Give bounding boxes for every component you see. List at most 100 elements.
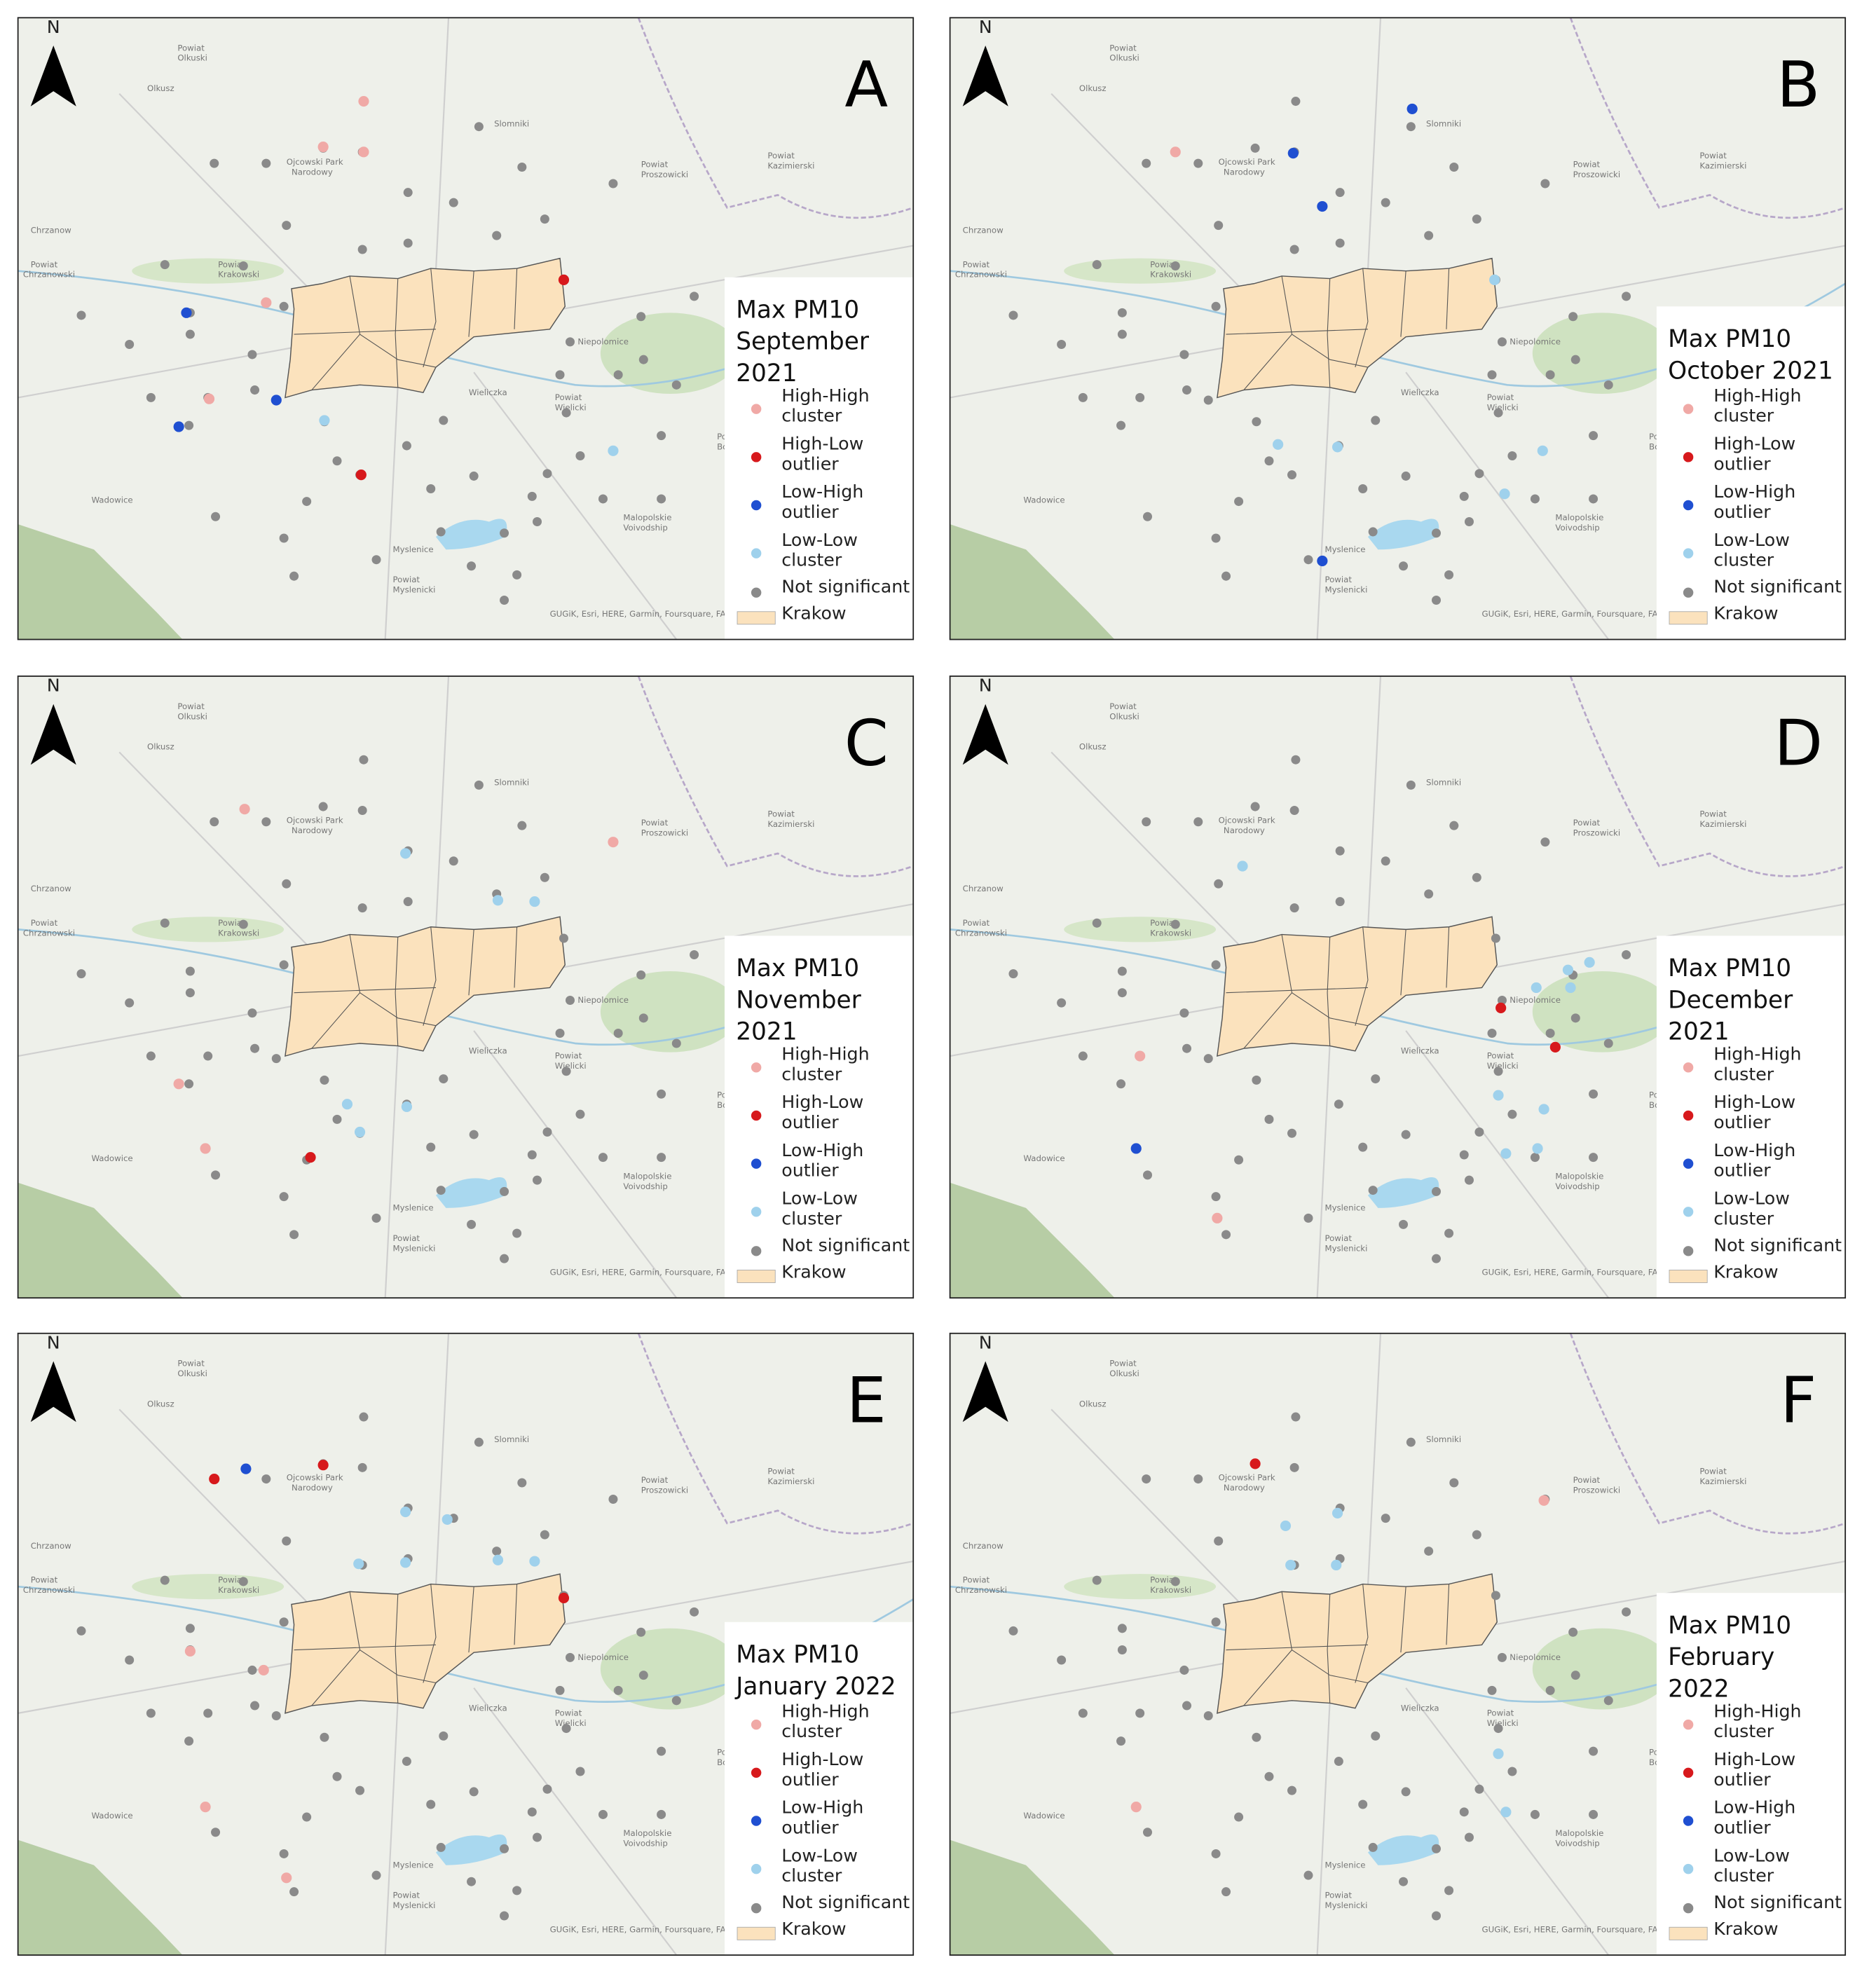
reservoir: [1367, 1834, 1439, 1865]
legend-title: October 2021: [1668, 357, 1833, 385]
legend-label: High-Low: [781, 433, 863, 453]
map-label: Chrzanowski: [955, 270, 1007, 280]
map-label: Voivodship: [623, 523, 667, 533]
station: [1431, 1911, 1442, 1921]
station: [1250, 1458, 1261, 1469]
map-label: Powiat: [641, 160, 669, 170]
station: [125, 1655, 135, 1665]
legend-symbol: [751, 1158, 762, 1169]
station: [1589, 1089, 1599, 1099]
map-label: Myslenice: [1324, 544, 1365, 554]
station: [184, 1736, 194, 1746]
map-label: Myslenicki: [1324, 1900, 1367, 1910]
station: [474, 1437, 484, 1447]
map-label: Chrzanow: [963, 225, 1004, 235]
legend-symbol: [737, 611, 776, 625]
map-label: Voivodship: [623, 1839, 667, 1849]
station: [426, 1800, 436, 1809]
forest: [1064, 917, 1217, 942]
map-label: Narodowy: [1224, 1483, 1265, 1493]
map-label: Myslenice: [393, 1202, 434, 1212]
station: [608, 1494, 618, 1504]
road: [1494, 245, 1846, 310]
station: [1211, 1849, 1221, 1858]
station: [1116, 1736, 1126, 1746]
station: [1507, 1767, 1517, 1776]
road: [1405, 1030, 1610, 1298]
station: [1142, 1170, 1153, 1180]
map-label: Malopolskie: [623, 1828, 671, 1838]
legend-label: cluster: [781, 1208, 842, 1228]
station: [1182, 1043, 1192, 1053]
legend-label: Low-Low: [781, 1845, 858, 1865]
station: [250, 1701, 260, 1711]
station: [1358, 484, 1368, 494]
map-label: Krakowski: [218, 1585, 259, 1595]
road: [473, 371, 678, 640]
legend-label: Krakow: [781, 603, 846, 624]
station: [318, 802, 328, 811]
station: [173, 421, 184, 432]
station: [1317, 200, 1328, 212]
map-label: Powiat: [31, 1575, 58, 1585]
station: [184, 1079, 194, 1089]
road: [434, 1333, 450, 1587]
station: [1211, 533, 1221, 543]
forest: [1064, 1574, 1217, 1600]
station: [1008, 969, 1018, 979]
map-label: Myslenice: [1324, 1860, 1365, 1870]
district-border: [1226, 987, 1368, 994]
station: [1287, 148, 1299, 159]
station: [261, 817, 271, 827]
legend-label: outlier: [781, 453, 839, 474]
station: [1170, 1577, 1180, 1586]
district-border: [1327, 937, 1331, 1046]
station: [1401, 1787, 1411, 1797]
attribution: GUGiK, Esri, HERE, Garmin, Foursquare, F…: [550, 609, 783, 619]
station: [1078, 392, 1088, 402]
station: [1537, 445, 1548, 456]
map-label: Wieliczka: [1401, 388, 1439, 397]
station: [1117, 308, 1127, 317]
station: [1464, 516, 1474, 526]
district-border: [1292, 334, 1369, 368]
station: [492, 1547, 502, 1556]
road: [1316, 385, 1331, 640]
station: [527, 491, 537, 501]
map-label: Powiat: [31, 918, 58, 928]
map-label: Slomniki: [1426, 119, 1461, 129]
map-label: Kazimierski: [767, 1476, 814, 1486]
station: [474, 780, 484, 790]
legend-symbol: [751, 452, 762, 462]
border: [1569, 18, 1846, 219]
district-border: [294, 987, 436, 994]
legend-title: January 2022: [734, 1673, 896, 1701]
station: [575, 451, 585, 461]
legend-symbol: [1683, 404, 1694, 414]
station: [1540, 837, 1550, 847]
legend-label: High-Low: [781, 1092, 863, 1112]
station: [1117, 966, 1127, 976]
station: [1406, 122, 1416, 132]
station: [332, 1771, 342, 1781]
station: [671, 380, 681, 390]
station: [1449, 1478, 1459, 1488]
legend-label: Not significant: [781, 1892, 910, 1912]
district-border: [423, 926, 437, 1026]
hills: [18, 1182, 183, 1298]
station: [608, 837, 619, 848]
attribution: GUGiK, Esri, HERE, Garmin, Foursquare, F…: [1482, 1268, 1715, 1277]
station: [1459, 1150, 1469, 1160]
station: [319, 415, 330, 426]
legend-symbol: [1683, 1816, 1694, 1826]
district-border: [1400, 1586, 1406, 1653]
district-border: [1327, 278, 1331, 388]
map-label: Krakowski: [218, 928, 259, 938]
station: [638, 1013, 648, 1023]
map-label: Krakowski: [218, 270, 259, 280]
legend-label: High-High: [781, 385, 869, 406]
map-label: Niepolomice: [1510, 1652, 1561, 1662]
legend-label: Low-High: [781, 481, 863, 502]
station: [1472, 872, 1481, 882]
district-border: [1446, 926, 1450, 988]
